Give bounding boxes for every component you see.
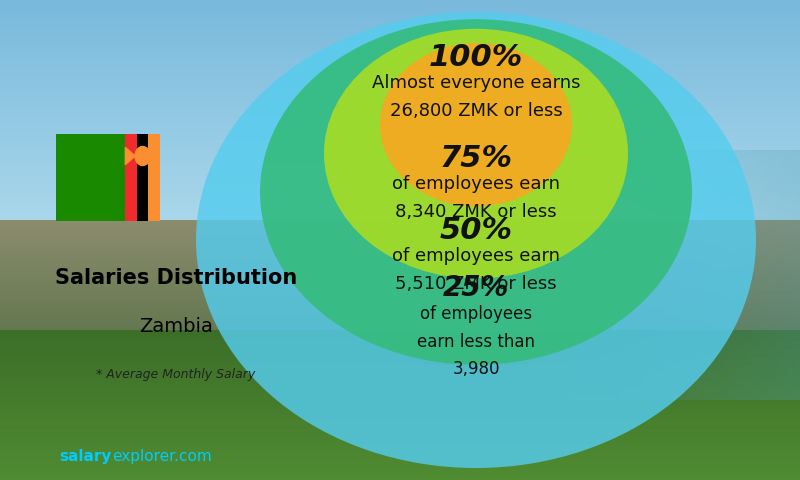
Text: earn less than: earn less than <box>417 333 535 350</box>
Text: 75%: 75% <box>439 144 513 173</box>
Text: * Average Monthly Salary: * Average Monthly Salary <box>96 368 256 381</box>
Text: 8,340 ZMK or less: 8,340 ZMK or less <box>395 203 557 221</box>
Text: of employees: of employees <box>420 305 532 323</box>
Polygon shape <box>150 147 160 165</box>
Text: Zambia: Zambia <box>139 317 213 336</box>
Text: Almost everyone earns: Almost everyone earns <box>372 74 580 93</box>
Text: 100%: 100% <box>429 43 523 72</box>
Text: 50%: 50% <box>439 216 513 245</box>
Ellipse shape <box>380 43 572 206</box>
Polygon shape <box>126 147 135 165</box>
Text: of employees earn: of employees earn <box>392 175 560 193</box>
Text: 3,980: 3,980 <box>452 360 500 378</box>
FancyBboxPatch shape <box>148 134 160 221</box>
Text: salary: salary <box>60 448 112 464</box>
Text: 26,800 ZMK or less: 26,800 ZMK or less <box>390 102 562 120</box>
Text: of employees earn: of employees earn <box>392 247 560 265</box>
Ellipse shape <box>260 19 692 365</box>
FancyBboxPatch shape <box>56 134 160 221</box>
Text: explorer.com: explorer.com <box>112 448 212 464</box>
Ellipse shape <box>196 12 756 468</box>
FancyBboxPatch shape <box>126 134 137 221</box>
FancyBboxPatch shape <box>137 134 148 221</box>
Ellipse shape <box>324 29 628 278</box>
Text: 25%: 25% <box>443 274 509 301</box>
Text: 5,510 ZMK or less: 5,510 ZMK or less <box>395 275 557 293</box>
Circle shape <box>135 146 150 166</box>
Text: Salaries Distribution: Salaries Distribution <box>55 268 297 288</box>
